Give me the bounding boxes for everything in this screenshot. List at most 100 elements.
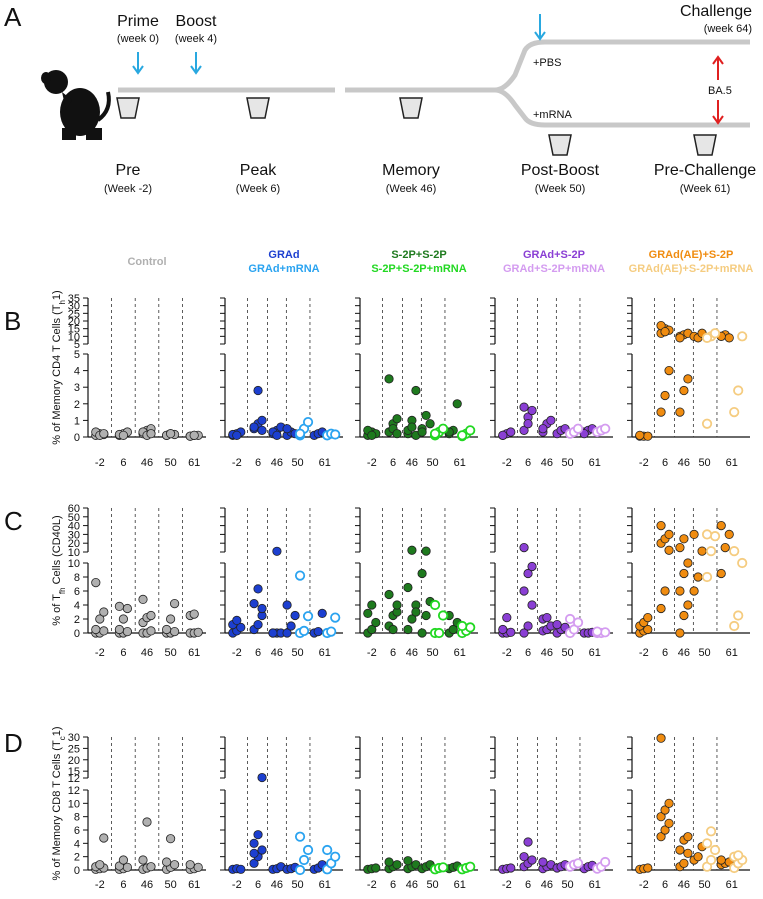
y-tick-label: 40 [68,521,80,533]
data-point [363,608,373,619]
x-tick-label: 46 [678,879,690,891]
data-point [437,610,449,621]
data-point [538,424,548,434]
data-point [122,603,133,614]
data-point [701,529,713,540]
data-point [403,624,413,635]
data-point [660,805,670,815]
x-tick-label: -2 [502,647,512,659]
data-point [367,430,377,440]
data-point [236,622,246,633]
data-point [729,620,740,632]
data-point [724,529,734,540]
data-point [417,568,427,579]
data-point [572,858,584,869]
data-point [683,558,693,568]
y-tick-label: 4 [74,600,80,612]
data-point [282,424,292,434]
y-tick-label: 10 [68,547,80,559]
data-point [170,598,180,609]
data-point [498,430,508,440]
sample-label: Pre-Challenge [654,162,756,179]
y-tick-label: 12 [68,773,80,785]
data-point [660,825,670,835]
y-tick-label: 25 [68,743,80,755]
event-label: Prime [117,13,159,30]
data-point [506,427,516,437]
data-point [701,838,713,849]
data-point [99,429,109,439]
data-point [392,600,402,610]
data-point [546,415,556,425]
x-tick-label: 50 [698,647,710,659]
data-point [193,862,203,872]
group-title: GRAd(AE)+S-2P [649,249,734,261]
x-tick-label: 46 [406,647,418,659]
data-point [635,430,645,440]
data-point [317,608,327,619]
data-point [257,415,267,425]
data-point [114,624,125,635]
y-tick-label: 25 [68,308,80,320]
branch-label: +mRNA [533,109,572,121]
data-point [705,546,717,557]
y-tick-label: 30 [68,529,80,541]
x-tick-label: 6 [525,647,531,659]
data-point [519,852,529,862]
data-point [656,407,666,417]
data-point [411,607,421,617]
y-tick-label: 60 [68,503,80,515]
data-point [298,854,310,866]
sample-sub: (Week -2) [104,183,152,195]
x-tick-label: 61 [188,457,200,469]
x-tick-label: 6 [255,647,261,659]
x-tick-label: -2 [502,879,512,891]
group-title: S-2P+S-2P [391,249,446,261]
data-point [643,624,653,635]
data-point [664,798,674,808]
data-point [407,614,417,624]
data-point [326,626,337,637]
data-point [664,545,674,555]
timeline [41,14,750,156]
data-point [675,845,685,855]
data-point [257,772,267,783]
x-tick-label: -2 [502,457,512,469]
y-axis-label-part: 1) [51,290,63,300]
y-tick-label: 2 [74,852,80,864]
x-tick-label: 61 [589,647,601,659]
y-tick-label: 20 [68,755,80,767]
x-tick-label: 61 [454,879,466,891]
data-point [600,856,611,868]
data-point [433,627,445,639]
data-point [465,425,476,436]
data-point [664,529,674,540]
data-point [403,856,413,866]
data-point [286,621,296,631]
x-tick-label: 6 [120,647,126,659]
data-point [737,557,748,569]
data-point [729,406,740,418]
data-point [709,328,721,339]
data-point [519,628,529,638]
group-title: Control [127,256,166,268]
data-point [99,833,109,843]
data-point [146,626,156,636]
x-tick-label: 6 [390,879,396,891]
data-point [600,627,611,638]
data-point [527,855,537,865]
y-tick-label: 10 [68,558,80,570]
y-axis-label: % of Memory CD4 T Cells (Th1) [51,290,67,444]
data-point [142,817,152,827]
y-tick-label: 0 [74,432,80,444]
x-tick-label: 50 [698,879,710,891]
data-point [527,600,537,610]
data-point [282,628,292,638]
sample-sub: (Week 46) [386,183,437,195]
x-tick-label: -2 [639,457,649,469]
x-tick-label: -2 [639,647,649,659]
y-tick-label: 30 [68,732,80,744]
data-point [417,427,427,437]
data-point [371,617,381,628]
data-point [527,561,537,572]
